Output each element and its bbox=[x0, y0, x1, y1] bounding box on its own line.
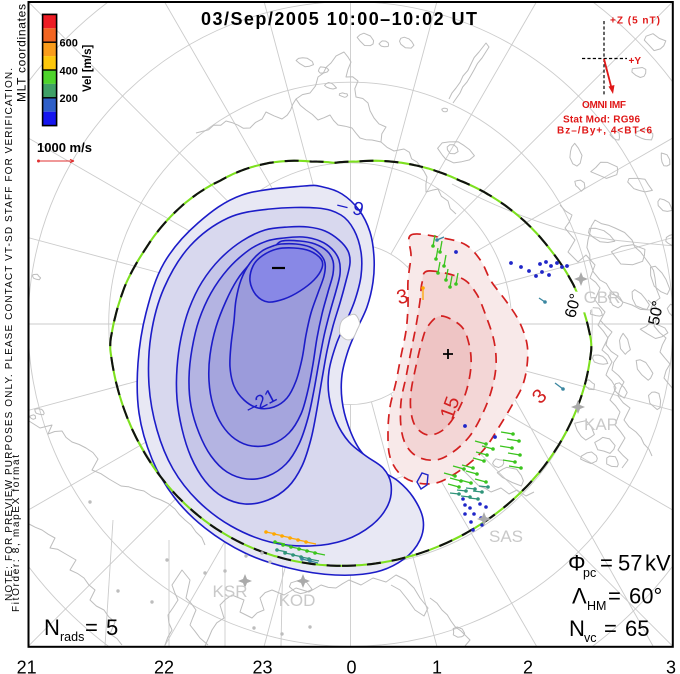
svg-text:400: 400 bbox=[60, 65, 78, 77]
svg-text:200: 200 bbox=[60, 93, 78, 105]
svg-text:0: 0 bbox=[346, 658, 356, 674]
svg-text:GBR: GBR bbox=[584, 288, 621, 307]
svg-text:+Z (5 nT): +Z (5 nT) bbox=[610, 16, 660, 27]
svg-text:=: = bbox=[604, 616, 617, 641]
svg-text:21: 21 bbox=[17, 658, 37, 674]
svg-text:50°: 50° bbox=[646, 299, 668, 326]
svg-text:1: 1 bbox=[432, 658, 442, 674]
svg-text:23: 23 bbox=[252, 658, 272, 674]
svg-text:3: 3 bbox=[666, 658, 676, 674]
svg-text:SAS: SAS bbox=[489, 527, 523, 546]
svg-text:KSR: KSR bbox=[213, 582, 248, 601]
svg-text:Λ: Λ bbox=[572, 584, 587, 609]
svg-text:=: = bbox=[85, 615, 98, 640]
svg-text:KOD: KOD bbox=[279, 591, 316, 610]
svg-text:OMNI IMF: OMNI IMF bbox=[582, 100, 626, 111]
svg-text:Vel [m/s]: Vel [m/s] bbox=[82, 45, 94, 92]
svg-text:65: 65 bbox=[625, 616, 649, 641]
svg-text:5: 5 bbox=[106, 615, 118, 640]
svg-text:N: N bbox=[569, 616, 585, 641]
svg-text:600: 600 bbox=[60, 38, 78, 50]
svg-text:KAP: KAP bbox=[584, 415, 618, 434]
svg-text:2: 2 bbox=[523, 658, 533, 674]
svg-text:pc: pc bbox=[583, 566, 596, 580]
svg-text:N: N bbox=[44, 615, 60, 640]
svg-text:03/Sep/2005 10:00–10:02 UT: 03/Sep/2005 10:00–10:02 UT bbox=[201, 9, 477, 29]
svg-text:HM: HM bbox=[587, 599, 606, 613]
svg-text:Bz–/By+, 4<BT<6: Bz–/By+, 4<BT<6 bbox=[557, 126, 652, 137]
svg-text:60°: 60° bbox=[629, 584, 662, 609]
svg-text:Φ: Φ bbox=[568, 551, 586, 576]
svg-text:=: = bbox=[600, 551, 613, 576]
svg-text:MLT coordinates: MLT coordinates bbox=[15, 4, 29, 102]
svg-text:=: = bbox=[608, 584, 621, 609]
svg-text:57: 57 bbox=[618, 551, 642, 576]
svg-text:+Y: +Y bbox=[629, 56, 642, 67]
svg-text:1000 m/s: 1000 m/s bbox=[37, 140, 92, 155]
svg-text:rads: rads bbox=[60, 630, 84, 644]
svg-text:NOTE: FOR PREVIEW PURPOSES ONL: NOTE: FOR PREVIEW PURPOSES ONLY. PLEASE … bbox=[4, 68, 15, 601]
svg-text:22: 22 bbox=[154, 658, 174, 674]
svg-text:FitOrder: 8, mapEX format: FitOrder: 8, mapEX format bbox=[11, 455, 22, 612]
svg-text:Stat Mod: RG96: Stat Mod: RG96 bbox=[563, 115, 640, 126]
svg-text:kV: kV bbox=[645, 551, 671, 576]
svg-text:vc: vc bbox=[584, 631, 597, 645]
svg-text:60°: 60° bbox=[562, 292, 585, 320]
svg-text:3: 3 bbox=[394, 285, 410, 309]
